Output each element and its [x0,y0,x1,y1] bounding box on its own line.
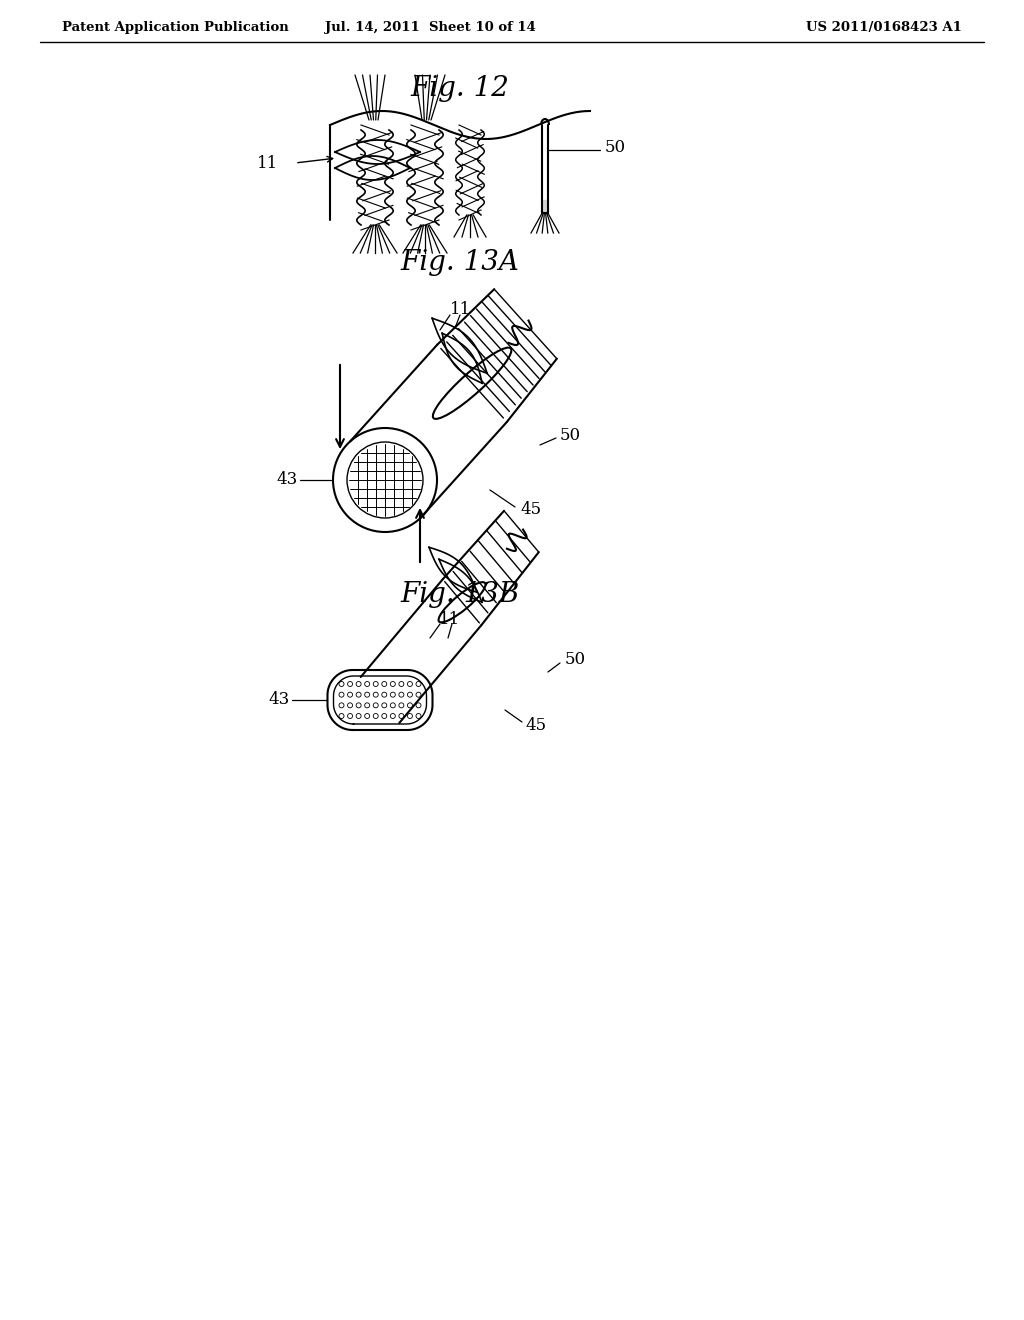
Text: Patent Application Publication: Patent Application Publication [62,21,289,33]
Text: 50: 50 [560,426,582,444]
Text: 50: 50 [605,139,626,156]
Text: 11: 11 [257,154,278,172]
Polygon shape [542,201,548,213]
Text: 45: 45 [525,717,546,734]
Text: Jul. 14, 2011  Sheet 10 of 14: Jul. 14, 2011 Sheet 10 of 14 [325,21,536,33]
Text: 43: 43 [276,471,298,488]
Text: 50: 50 [565,652,586,668]
Text: 11: 11 [439,611,461,628]
Text: 45: 45 [520,502,541,519]
Text: 11: 11 [451,301,472,318]
Text: US 2011/0168423 A1: US 2011/0168423 A1 [806,21,962,33]
Text: 43: 43 [268,692,290,709]
Text: Fig. 13A: Fig. 13A [400,248,519,276]
Text: Fig. 12: Fig. 12 [411,74,509,102]
Text: Fig. 13B: Fig. 13B [400,581,519,607]
